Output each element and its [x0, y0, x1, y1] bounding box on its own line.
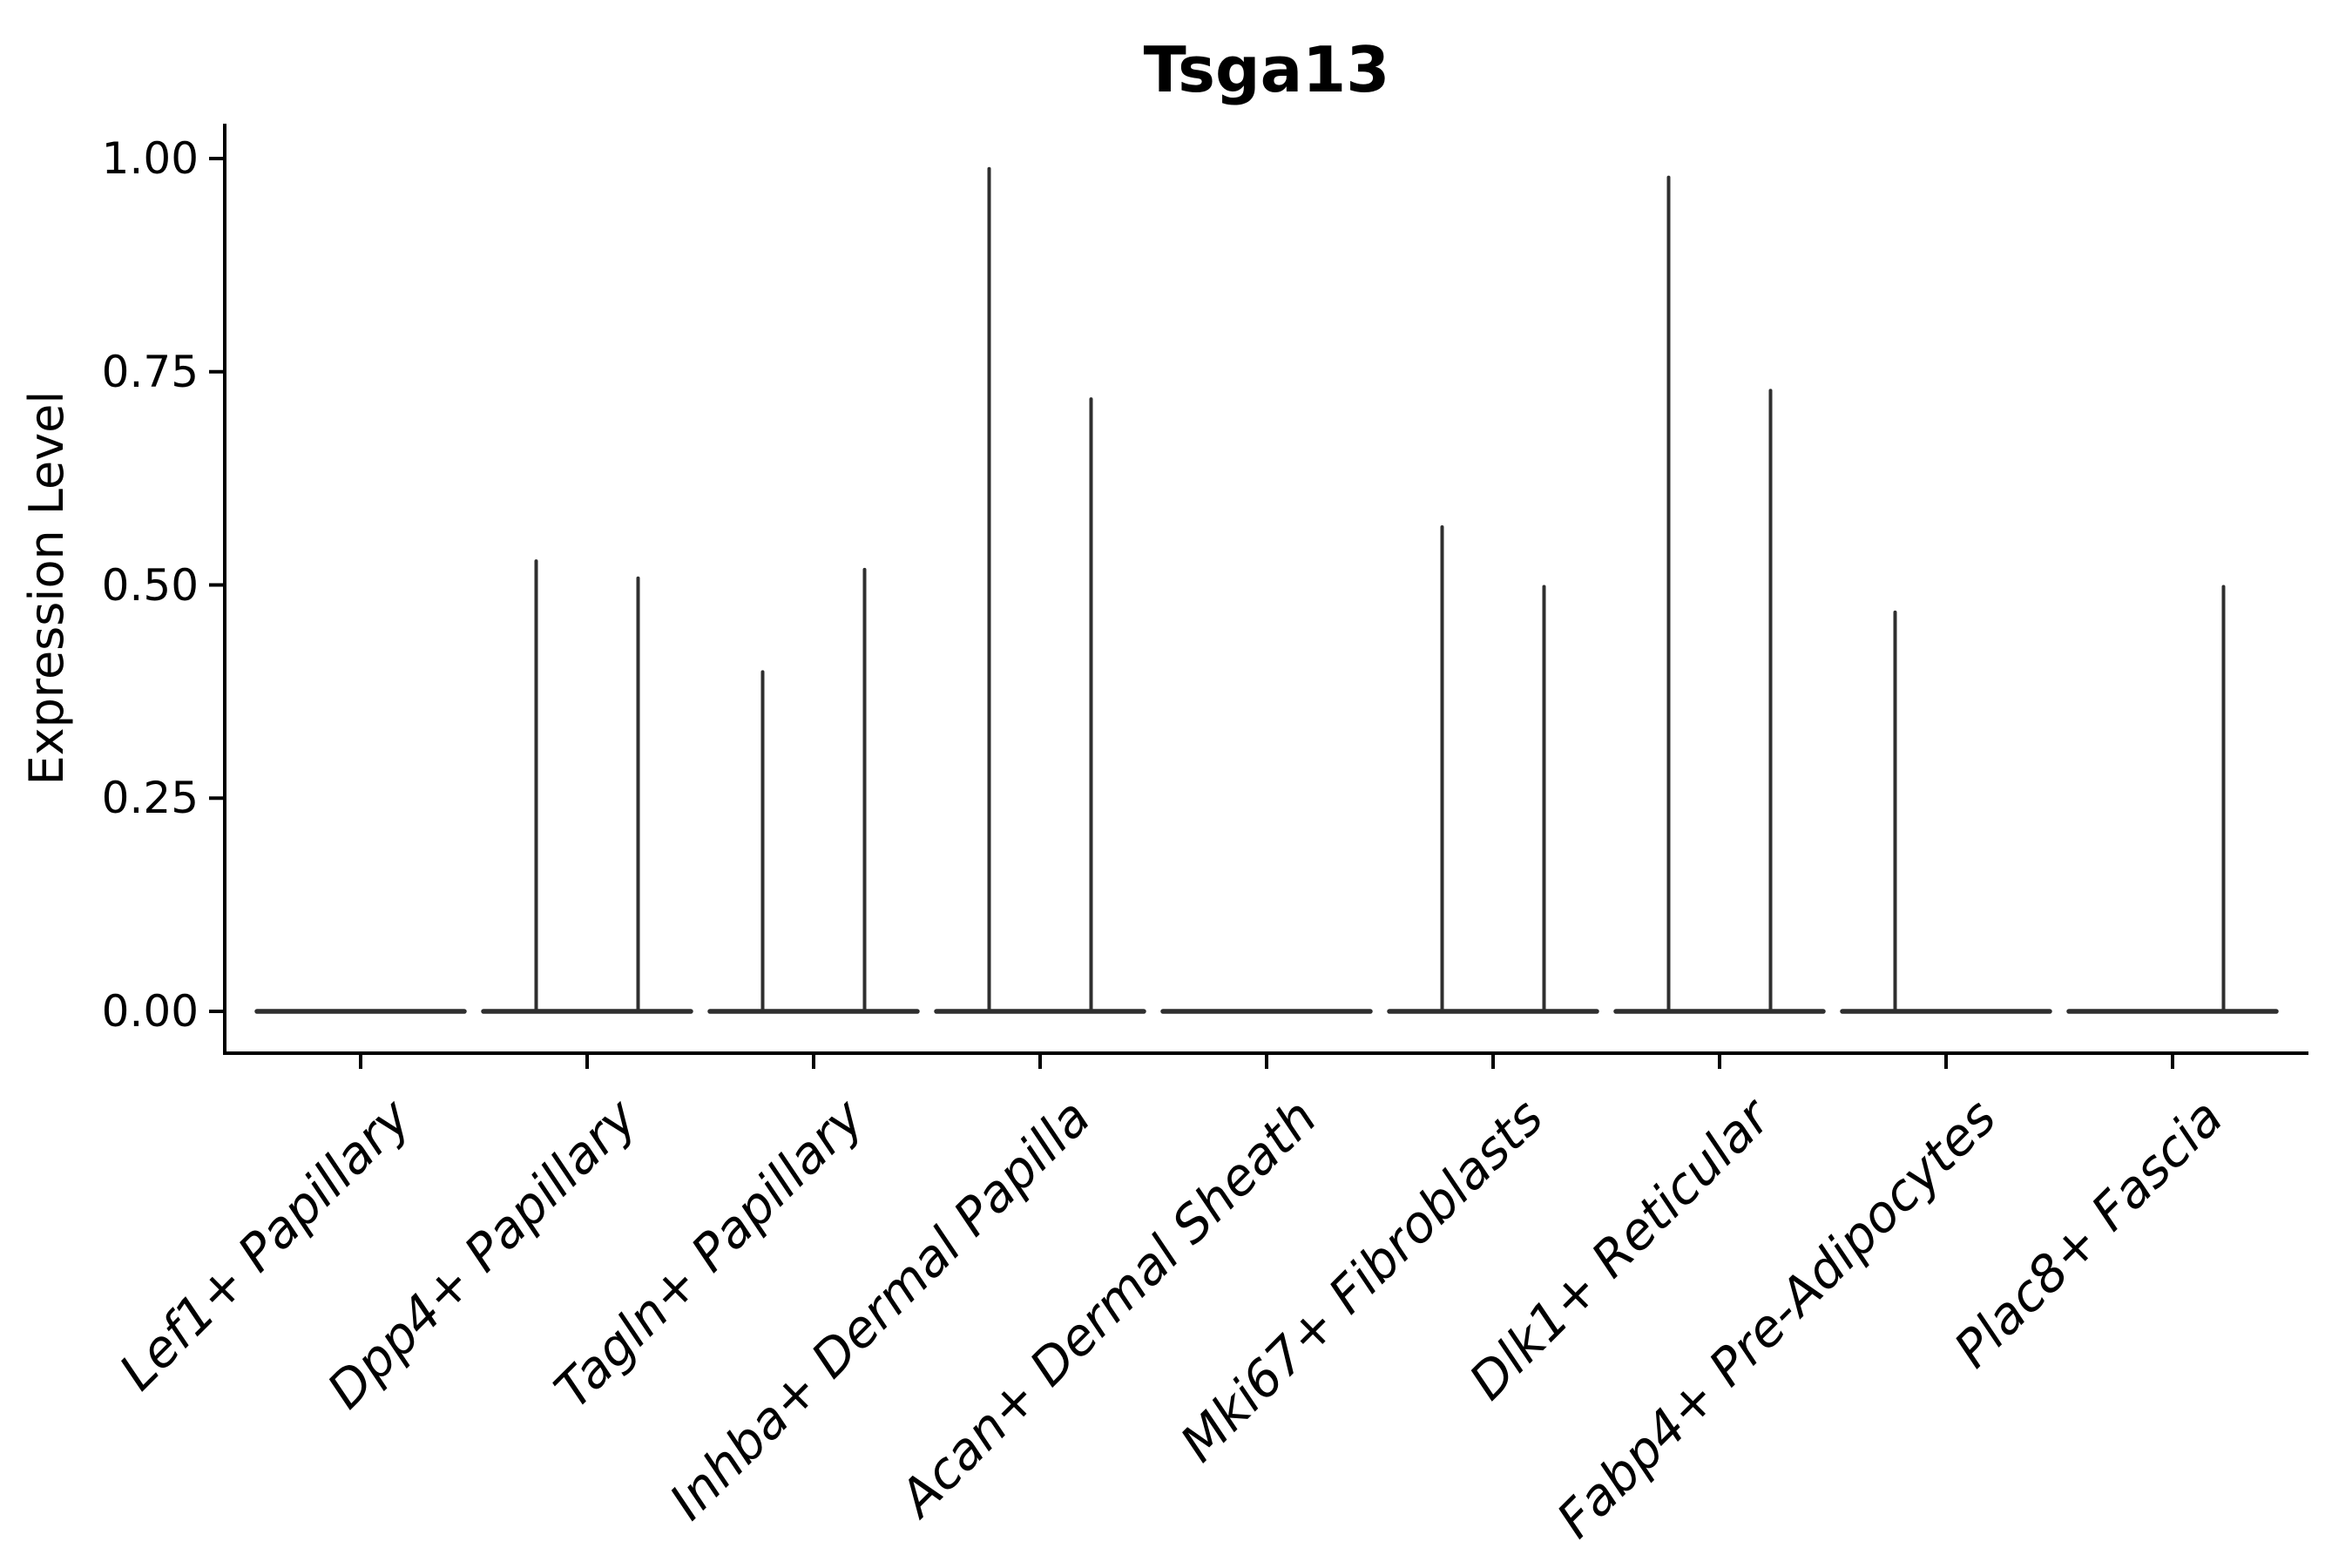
y-tick-label-0.25: 0.25	[101, 773, 199, 824]
y-tick-label-0.00: 0.00	[101, 986, 199, 1037]
y-tick-label-0.50: 0.50	[101, 559, 199, 611]
y-tick-label-0.75: 0.75	[101, 346, 199, 397]
y-tick-label-1.00: 1.00	[101, 133, 199, 184]
chart-title: Tsga13	[1143, 33, 1390, 106]
